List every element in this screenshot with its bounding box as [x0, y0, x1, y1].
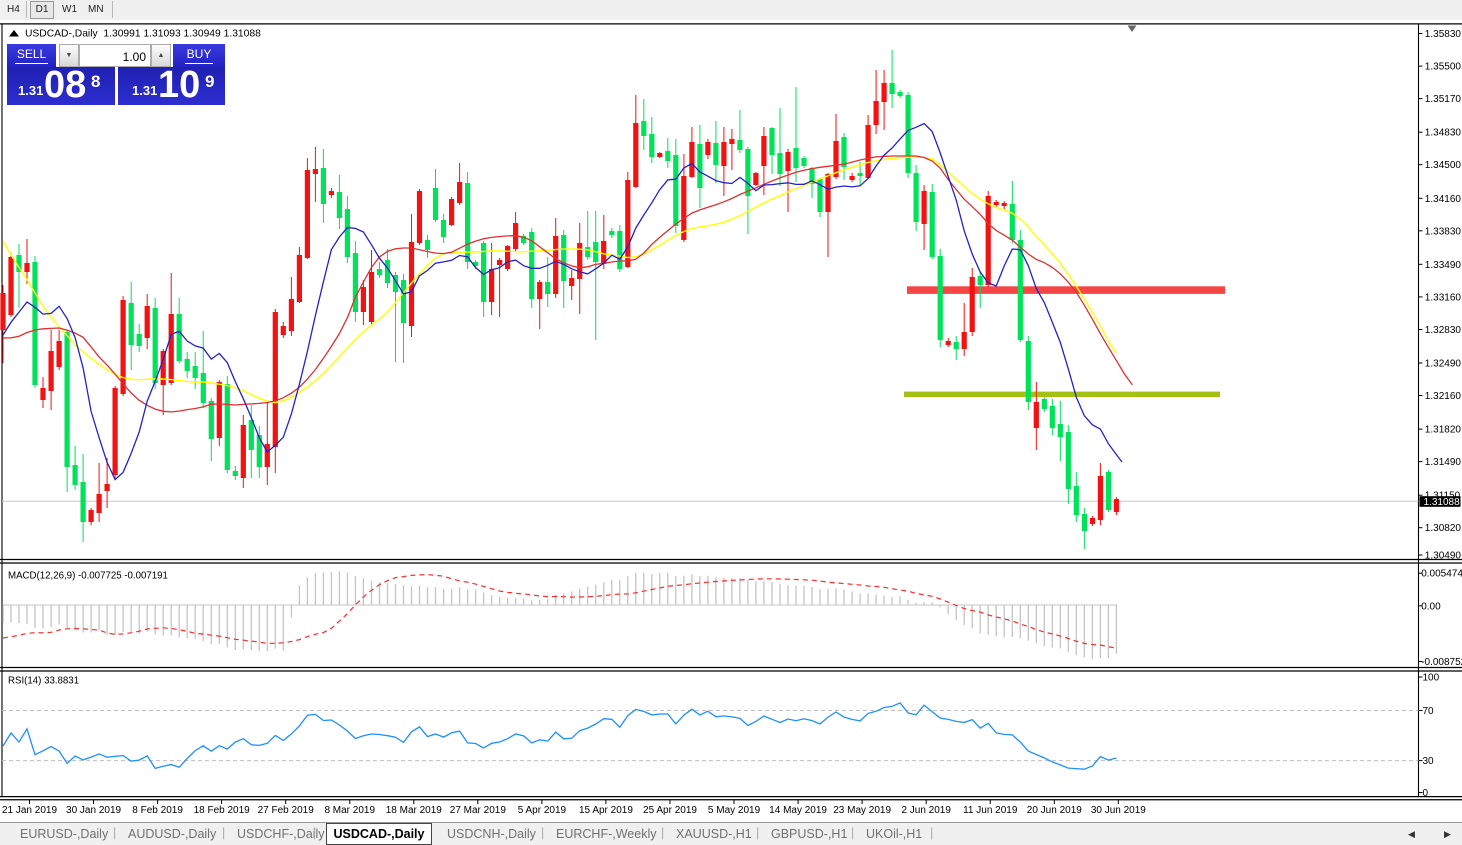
svg-text:1.31150: 1.31150	[1425, 491, 1461, 502]
svg-text:1.33490: 1.33490	[1425, 260, 1462, 271]
svg-text:30 Jun 2019: 30 Jun 2019	[1091, 805, 1146, 816]
svg-text:30 Jan 2019: 30 Jan 2019	[66, 805, 121, 816]
svg-text:14 May 2019: 14 May 2019	[769, 805, 827, 816]
svg-text:1.32830: 1.32830	[1425, 325, 1462, 336]
svg-text:27 Feb 2019: 27 Feb 2019	[258, 805, 315, 816]
svg-text:5 Apr 2019: 5 Apr 2019	[518, 805, 567, 816]
svg-text:1.34830: 1.34830	[1425, 128, 1462, 139]
svg-text:1.34500: 1.34500	[1425, 160, 1462, 171]
svg-text:1.35170: 1.35170	[1425, 94, 1462, 105]
svg-text:1.32160: 1.32160	[1425, 391, 1462, 402]
svg-text:USDCAD-,Daily 1.30991 1.31093: USDCAD-,Daily 1.30991 1.31093 1.30949 1.…	[25, 29, 261, 40]
svg-text:MACD(12,26,9) -0.007725 -0.007: MACD(12,26,9) -0.007725 -0.007191	[8, 571, 168, 582]
svg-text:1.35830: 1.35830	[1425, 29, 1462, 40]
svg-text:RSI(14) 33.8831: RSI(14) 33.8831	[8, 676, 79, 687]
svg-text:1.30820: 1.30820	[1425, 523, 1462, 534]
svg-text:1.31490: 1.31490	[1425, 457, 1462, 468]
svg-text:100: 100	[1423, 673, 1440, 684]
svg-text:8 Mar 2019: 8 Mar 2019	[324, 805, 375, 816]
svg-text:-0.008752: -0.008752	[1421, 657, 1462, 668]
svg-text:15 Apr 2019: 15 Apr 2019	[579, 805, 633, 816]
svg-text:25 Apr 2019: 25 Apr 2019	[643, 805, 697, 816]
svg-text:11 Jun 2019: 11 Jun 2019	[963, 805, 1018, 816]
svg-text:23 May 2019: 23 May 2019	[833, 805, 891, 816]
svg-text:0: 0	[1423, 788, 1429, 799]
svg-text:21 Jan 2019: 21 Jan 2019	[2, 805, 57, 816]
svg-text:27 Mar 2019: 27 Mar 2019	[450, 805, 507, 816]
svg-text:20 Jun 2019: 20 Jun 2019	[1027, 805, 1082, 816]
svg-text:30: 30	[1423, 756, 1435, 767]
svg-text:1.34160: 1.34160	[1425, 194, 1462, 205]
svg-text:5 May 2019: 5 May 2019	[708, 805, 761, 816]
svg-text:1.33160: 1.33160	[1425, 292, 1462, 303]
svg-text:8 Feb 2019: 8 Feb 2019	[132, 805, 183, 816]
svg-text:0.00: 0.00	[1421, 601, 1441, 612]
svg-text:1.32490: 1.32490	[1425, 358, 1462, 369]
svg-text:1.33830: 1.33830	[1425, 226, 1462, 237]
svg-text:1.31088: 1.31088	[1424, 497, 1461, 508]
svg-text:18 Mar 2019: 18 Mar 2019	[386, 805, 443, 816]
svg-text:1.31820: 1.31820	[1425, 425, 1462, 436]
svg-text:1.30490: 1.30490	[1425, 551, 1462, 562]
svg-text:0.005474: 0.005474	[1421, 569, 1462, 580]
svg-text:18 Feb 2019: 18 Feb 2019	[194, 805, 251, 816]
svg-text:2 Jun 2019: 2 Jun 2019	[901, 805, 951, 816]
svg-text:70: 70	[1423, 706, 1435, 717]
svg-text:1.35500: 1.35500	[1425, 62, 1462, 73]
